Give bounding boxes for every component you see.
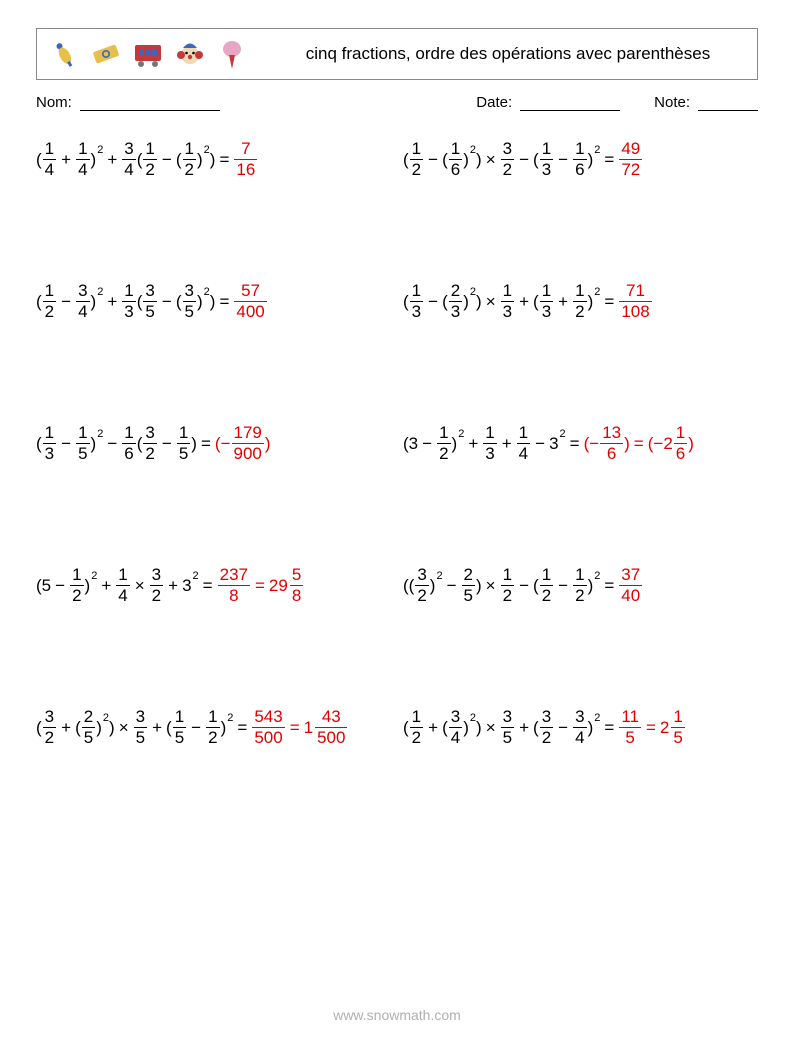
problems-grid: (14+14)2+34(12−(12)2)=716 (12−(16)2)×32−(…: [36, 139, 758, 747]
problem-3: (12−34)2+13(35−(35)2)=57400: [36, 281, 391, 321]
date-blank[interactable]: [520, 94, 620, 111]
problem-6: (3−12)2+13+14−32=(−136)=(−216): [403, 423, 758, 463]
problem-2: (12−(16)2)×32−(13−16)2=4972: [403, 139, 758, 179]
footer-url: www.snowmath.com: [0, 1007, 794, 1023]
icon-strip: [37, 37, 259, 71]
meta-row: Nom: Date: Note:: [36, 94, 758, 111]
ticket-icon: [89, 37, 123, 71]
name-label: Nom:: [36, 94, 72, 111]
grade-blank[interactable]: [698, 94, 758, 111]
grade-label: Note:: [654, 94, 690, 111]
problem-5: (13−15)2−16(32−15)=(−179900): [36, 423, 391, 463]
worksheet-title: cinq fractions, ordre des opérations ave…: [259, 39, 757, 68]
cotton-candy-icon: [215, 37, 249, 71]
header-box: cinq fractions, ordre des opérations ave…: [36, 28, 758, 80]
clown-icon: [173, 37, 207, 71]
problem-10: (12+(34)2)×35+(32−34)2=115=215: [403, 707, 758, 747]
problem-7: (5−12)2+14×32+32=2378=2958: [36, 565, 391, 605]
problem-1: (14+14)2+34(12−(12)2)=716: [36, 139, 391, 179]
juggling-pin-icon: [47, 37, 81, 71]
name-blank[interactable]: [80, 94, 220, 111]
worksheet-page: cinq fractions, ordre des opérations ave…: [0, 0, 794, 1053]
circus-wagon-icon: [131, 37, 165, 71]
problem-9: (32+(25)2)×35+(15−12)2=543500=143500: [36, 707, 391, 747]
date-label: Date:: [476, 94, 512, 111]
problem-8: ((32)2−25)×12−(12−12)2=3740: [403, 565, 758, 605]
problem-4: (13−(23)2)×13+(13+12)2=71108: [403, 281, 758, 321]
